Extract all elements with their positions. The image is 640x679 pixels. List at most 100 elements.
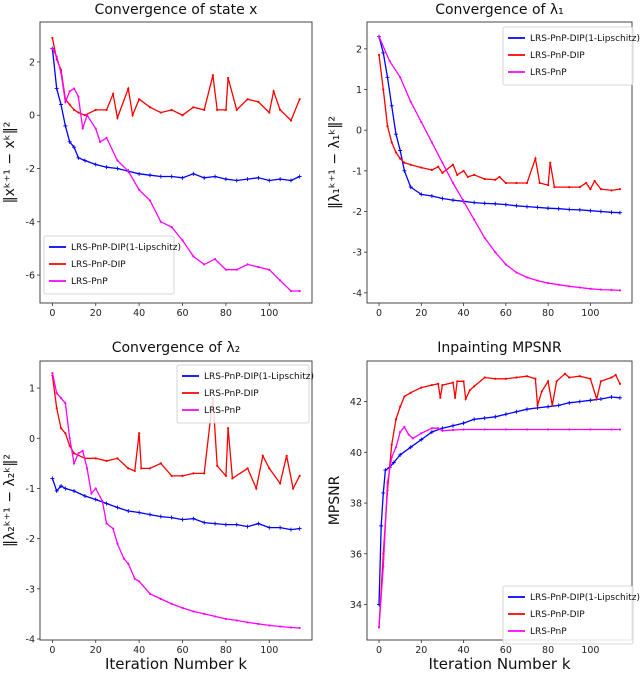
data-point	[420, 432, 423, 435]
legend-label: LRS-PnP-DIP	[71, 260, 126, 270]
data-point	[549, 161, 552, 164]
data-point	[498, 175, 501, 179]
data-point	[430, 168, 433, 172]
data-point	[411, 437, 414, 440]
data-point	[599, 380, 603, 383]
data-point	[64, 100, 67, 104]
data-point	[546, 206, 551, 211]
legend-label: LRS-PnP	[530, 627, 567, 637]
y-tick-label: 40	[350, 448, 362, 459]
legend: LRS-PnP-DIP(1-Lipschitz) LRS-PnP-DIP LRS-P…	[502, 26, 640, 86]
y-tick-label: -3	[26, 584, 35, 595]
data-point	[403, 395, 406, 398]
data-point	[578, 186, 581, 189]
data-point	[159, 462, 162, 465]
data-point	[483, 376, 486, 379]
data-point	[191, 171, 196, 176]
data-point	[55, 55, 58, 58]
data-point	[51, 371, 54, 375]
data-point	[451, 181, 455, 185]
data-point	[234, 522, 239, 527]
data-point	[393, 132, 398, 137]
data-point	[170, 602, 173, 605]
data-point	[437, 165, 440, 168]
data-point	[398, 148, 403, 153]
data-point	[462, 428, 465, 431]
data-point	[257, 622, 260, 626]
data-point	[94, 457, 97, 460]
data-point	[390, 141, 393, 144]
data-point	[181, 474, 184, 478]
data-point	[213, 615, 217, 618]
data-point	[115, 505, 120, 510]
data-point	[126, 509, 131, 514]
data-point	[472, 417, 477, 422]
data-point	[67, 139, 72, 144]
data-point	[170, 108, 173, 111]
y-axis-label: ‖λ₁ᵏ⁺¹ − λ₁ᵏ‖²	[327, 116, 343, 209]
x-tick-label: 60	[500, 645, 512, 656]
data-point	[127, 87, 130, 90]
data-point	[105, 136, 108, 139]
data-point	[116, 159, 119, 162]
data-point	[618, 382, 622, 385]
data-point	[482, 416, 487, 421]
data-point	[292, 487, 295, 490]
x-tick-label: 20	[90, 308, 102, 319]
data-point	[578, 286, 581, 289]
data-point	[285, 454, 288, 457]
x-axis-label: Iteration Number k	[428, 655, 570, 673]
data-point	[76, 155, 81, 160]
data-point	[472, 200, 477, 205]
data-point	[170, 225, 173, 229]
data-point	[399, 76, 402, 79]
data-point	[524, 204, 529, 209]
legend-label: LRS-PnP-DIP(1-Lipschitz)	[204, 372, 314, 382]
data-point	[298, 474, 301, 478]
chart-title: Convergence of λ₁	[435, 2, 564, 18]
data-point	[391, 460, 396, 465]
data-point	[180, 175, 185, 180]
data-point	[85, 114, 89, 117]
x-tick-label: 100	[260, 308, 278, 319]
data-point	[261, 454, 264, 457]
data-point	[256, 521, 261, 526]
data-point	[609, 395, 614, 400]
data-point	[169, 515, 174, 520]
data-point	[211, 74, 214, 77]
data-point	[599, 188, 603, 191]
data-point	[473, 218, 476, 221]
data-point	[148, 199, 152, 202]
x-tick-label: 0	[49, 645, 55, 656]
data-point	[138, 432, 141, 435]
data-point	[278, 525, 283, 530]
data-point	[122, 557, 126, 560]
data-point	[77, 95, 80, 98]
data-point	[503, 202, 508, 207]
data-point	[504, 428, 507, 431]
data-point	[473, 385, 476, 388]
subplot-3: Convergence of λ₂ ‖λ₂ᵏ⁺¹ − λ₂ᵏ‖² Iteration…	[2, 340, 314, 673]
data-point	[116, 457, 119, 460]
data-point	[593, 179, 596, 183]
x-tick-label: 100	[581, 308, 599, 319]
data-point	[93, 497, 98, 502]
data-point	[235, 619, 238, 622]
data-point	[494, 377, 497, 380]
x-tick-label: 0	[49, 308, 55, 319]
data-point	[408, 445, 413, 450]
data-point	[493, 414, 498, 419]
data-point	[553, 186, 556, 189]
data-point	[610, 288, 613, 292]
x-tick-label: 80	[542, 645, 554, 656]
plot-area	[50, 36, 302, 293]
data-point	[223, 177, 228, 182]
legend-label: LRS-PnP-DIP	[530, 610, 585, 620]
data-point	[535, 405, 540, 410]
data-point	[473, 173, 476, 177]
data-point	[127, 467, 130, 470]
data-point	[213, 257, 217, 261]
y-tick-label: 36	[350, 549, 362, 560]
data-point	[137, 510, 142, 515]
data-point	[617, 395, 622, 400]
